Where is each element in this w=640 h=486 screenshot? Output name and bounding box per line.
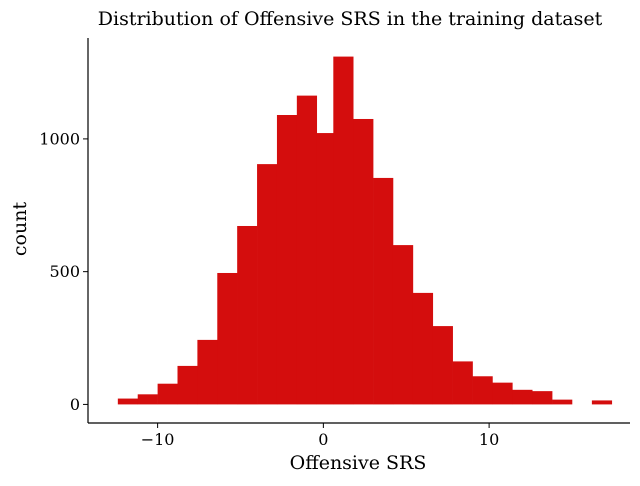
histogram-bar-24: [591, 400, 613, 405]
histogram-bar-13: [373, 177, 394, 405]
histogram-bar-7: [257, 164, 278, 405]
histogram-bar-3: [177, 365, 198, 405]
histogram-bar-2: [157, 383, 178, 405]
histogram-bar-6: [237, 225, 258, 405]
histogram-bar-11: [333, 56, 354, 405]
y-tick-label: 0: [70, 395, 80, 414]
histogram-bar-20: [512, 389, 533, 405]
y-tick-label: 1000: [39, 129, 80, 148]
histogram-bar-4: [197, 339, 218, 405]
histogram-bar-17: [452, 361, 473, 405]
histogram-bar-15: [412, 292, 434, 405]
histogram-bar-21: [532, 391, 553, 405]
axes-group: [87, 38, 630, 424]
histogram-bar-9: [296, 95, 318, 405]
histogram-bar-14: [392, 245, 414, 405]
bars-group: [117, 56, 613, 405]
histogram-bar-16: [432, 326, 453, 405]
y-axis-label: count: [9, 202, 31, 257]
x-axis-label: Offensive SRS: [290, 452, 427, 474]
x-tick-label: −10: [141, 430, 175, 449]
y-tick-label: 500: [49, 262, 80, 281]
histogram-bar-22: [552, 399, 573, 405]
histogram-bar-5: [217, 272, 238, 405]
histogram-bar-19: [492, 382, 513, 405]
histogram-bar-10: [316, 133, 334, 405]
x-tick-label: 0: [318, 430, 328, 449]
histogram-bar-8: [276, 115, 298, 405]
histogram-bar-18: [472, 376, 493, 405]
chart-title: Distribution of Offensive SRS in the tra…: [98, 8, 603, 30]
ticks-group: −10 0 10 0 500 1000: [39, 129, 499, 449]
histogram-bar-1: [137, 394, 158, 405]
histogram-bar-0: [117, 398, 139, 405]
x-tick-label: 10: [479, 430, 499, 449]
histogram-bar-12: [353, 118, 374, 405]
